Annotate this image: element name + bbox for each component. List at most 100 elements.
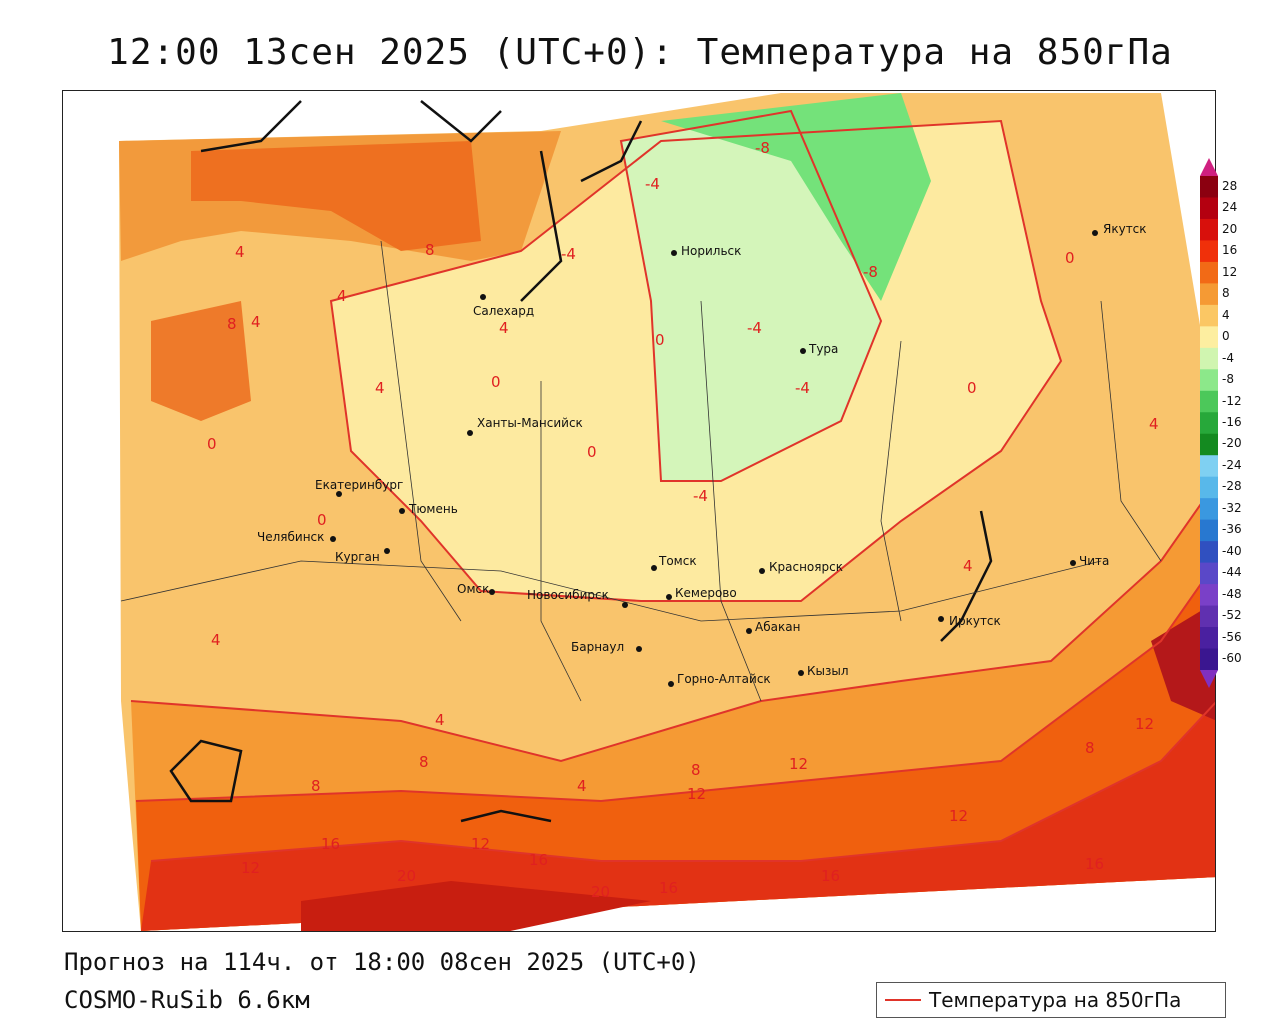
- temp-field-8-ural: [151, 301, 251, 421]
- svg-text:0: 0: [967, 379, 977, 397]
- colorbar-swatch: [1200, 498, 1218, 521]
- svg-text:0: 0: [207, 435, 217, 453]
- colorbar-tick-label: 0: [1222, 329, 1230, 344]
- svg-text:0: 0: [491, 373, 501, 391]
- colorbar-swatch: [1200, 584, 1218, 607]
- city-label: Чита: [1079, 554, 1109, 568]
- svg-text:-4: -4: [795, 379, 810, 397]
- colorbar-swatch: [1200, 197, 1218, 220]
- svg-text:8: 8: [227, 315, 237, 333]
- colorbar-tick-label: -4: [1222, 350, 1234, 365]
- svg-text:4: 4: [499, 319, 509, 337]
- colorbar-swatch: [1200, 347, 1218, 370]
- colorbar-swatch: [1200, 283, 1218, 306]
- temperature-colorbar: [1200, 158, 1218, 688]
- legend-line-swatch: [885, 999, 921, 1001]
- svg-text:8: 8: [691, 761, 701, 779]
- city-label: Красноярск: [769, 560, 843, 574]
- city-label: Ханты-Мансийск: [477, 416, 583, 430]
- svg-text:4: 4: [963, 557, 973, 575]
- colorbar-swatch: [1200, 476, 1218, 499]
- city-label: Курган: [335, 550, 380, 564]
- map-legend: Температура на 850гПа: [876, 982, 1226, 1018]
- svg-text:12: 12: [789, 755, 808, 773]
- svg-text:0: 0: [655, 331, 665, 349]
- svg-text:-8: -8: [863, 263, 878, 281]
- svg-text:4: 4: [235, 243, 245, 261]
- colorbar-swatch: [1200, 304, 1218, 327]
- svg-text:-4: -4: [645, 175, 660, 193]
- svg-text:-4: -4: [747, 319, 762, 337]
- colorbar-tick-label: -28: [1222, 479, 1242, 494]
- colorbar-swatch: [1200, 390, 1218, 413]
- colorbar-tick-label: 16: [1222, 243, 1238, 258]
- forecast-info: Прогноз на 114ч. от 18:00 08сен 2025 (UT…: [64, 948, 700, 976]
- colorbar-tick-label: 8: [1222, 286, 1230, 301]
- svg-text:20: 20: [591, 883, 610, 901]
- colorbar-tick-label: -32: [1222, 500, 1242, 515]
- svg-text:8: 8: [311, 777, 321, 795]
- colorbar-tick-label: -12: [1222, 393, 1242, 408]
- svg-text:-4: -4: [561, 245, 576, 263]
- city-label: Горно-Алтайск: [677, 672, 771, 686]
- svg-text:-8: -8: [755, 139, 770, 157]
- colorbar-swatch: [1200, 433, 1218, 456]
- colorbar-swatch: [1200, 261, 1218, 284]
- colorbar-tick-label: -8: [1222, 372, 1234, 387]
- city-label: Норильск: [681, 244, 741, 258]
- svg-text:12: 12: [241, 859, 260, 877]
- colorbar-tick-label: -40: [1222, 543, 1242, 558]
- colorbar-swatch: [1200, 648, 1218, 671]
- svg-text:0: 0: [1065, 249, 1075, 267]
- svg-text:16: 16: [821, 867, 840, 885]
- temp-field-neg4: [621, 111, 881, 481]
- colorbar-swatch: [1200, 412, 1218, 435]
- colorbar-swatch: [1200, 562, 1218, 585]
- colorbar-tick-label: 12: [1222, 264, 1238, 279]
- colorbar-tick-label: -52: [1222, 608, 1242, 623]
- city-label: Новосибирск: [527, 588, 609, 602]
- colorbar-tick-label: -36: [1222, 522, 1242, 537]
- colorbar-swatch: [1200, 369, 1218, 392]
- legend-label: Температура на 850гПа: [929, 988, 1182, 1012]
- map-title: 12:00 13сен 2025 (UTC+0): Температура на…: [107, 32, 1173, 73]
- temp-field-20-south: [301, 881, 651, 931]
- svg-text:16: 16: [659, 879, 678, 897]
- svg-text:20: 20: [397, 867, 416, 885]
- svg-text:16: 16: [529, 851, 548, 869]
- city-label: Кемерово: [675, 586, 737, 600]
- temp-field-12-nw: [191, 141, 481, 251]
- svg-text:12: 12: [471, 835, 490, 853]
- svg-text:12: 12: [687, 785, 706, 803]
- colorbar-tick-label: 20: [1222, 221, 1238, 236]
- colorbar-tick-label: 24: [1222, 200, 1238, 215]
- city-label: Салехард: [473, 304, 534, 318]
- city-label: Абакан: [755, 620, 800, 634]
- colorbar-swatch: [1200, 455, 1218, 478]
- svg-text:12: 12: [949, 807, 968, 825]
- city-label: Кызыл: [807, 664, 849, 678]
- temp-field-12-south: [136, 563, 1215, 931]
- svg-text:4: 4: [375, 379, 385, 397]
- admin-borders: [120, 240, 1162, 702]
- city-markers: Салехард Норильск Якутск Тура Ханты-Манс…: [257, 222, 1147, 687]
- colorbar-swatch: [1200, 519, 1218, 542]
- colorbar-tick-label: -56: [1222, 629, 1242, 644]
- colorbar-swatch: [1200, 627, 1218, 650]
- svg-text:4: 4: [211, 631, 221, 649]
- temp-field-16-south: [141, 703, 1215, 931]
- colorbar-tick-label: -44: [1222, 565, 1242, 580]
- svg-text:4: 4: [337, 287, 347, 305]
- isolines: [130, 109, 1215, 862]
- city-label: Омск: [457, 582, 489, 596]
- svg-text:4: 4: [577, 777, 587, 795]
- city-label: Иркутск: [949, 614, 1001, 628]
- svg-text:8: 8: [425, 241, 435, 259]
- svg-text:16: 16: [321, 835, 340, 853]
- colorbar-tick-label: -20: [1222, 436, 1242, 451]
- colorbar-swatch: [1200, 218, 1218, 241]
- svg-text:12: 12: [1135, 715, 1154, 733]
- svg-text:0: 0: [587, 443, 597, 461]
- map-canvas[interactable]: Салехард Норильск Якутск Тура Ханты-Манс…: [62, 90, 1216, 932]
- colorbar-swatch: [1200, 541, 1218, 564]
